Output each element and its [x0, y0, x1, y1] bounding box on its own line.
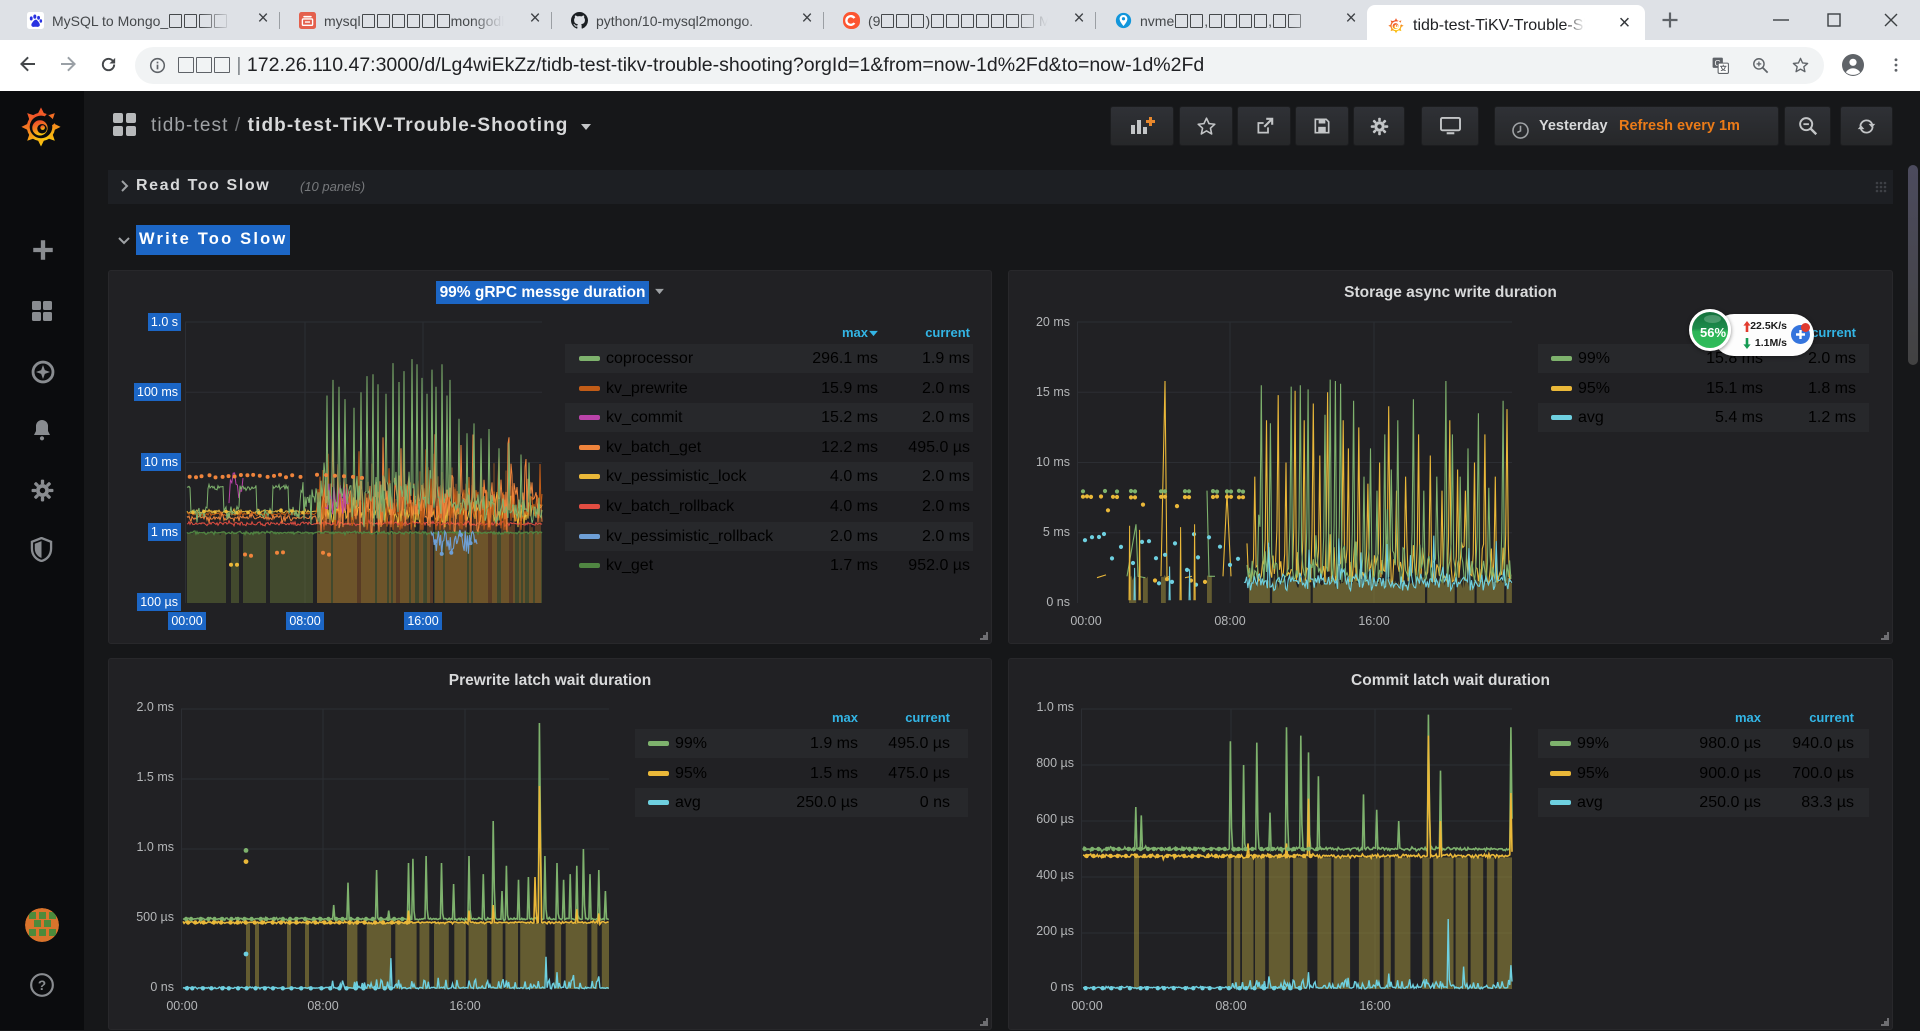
svg-text:?: ?	[38, 978, 46, 993]
svg-text:G: G	[1714, 58, 1720, 68]
